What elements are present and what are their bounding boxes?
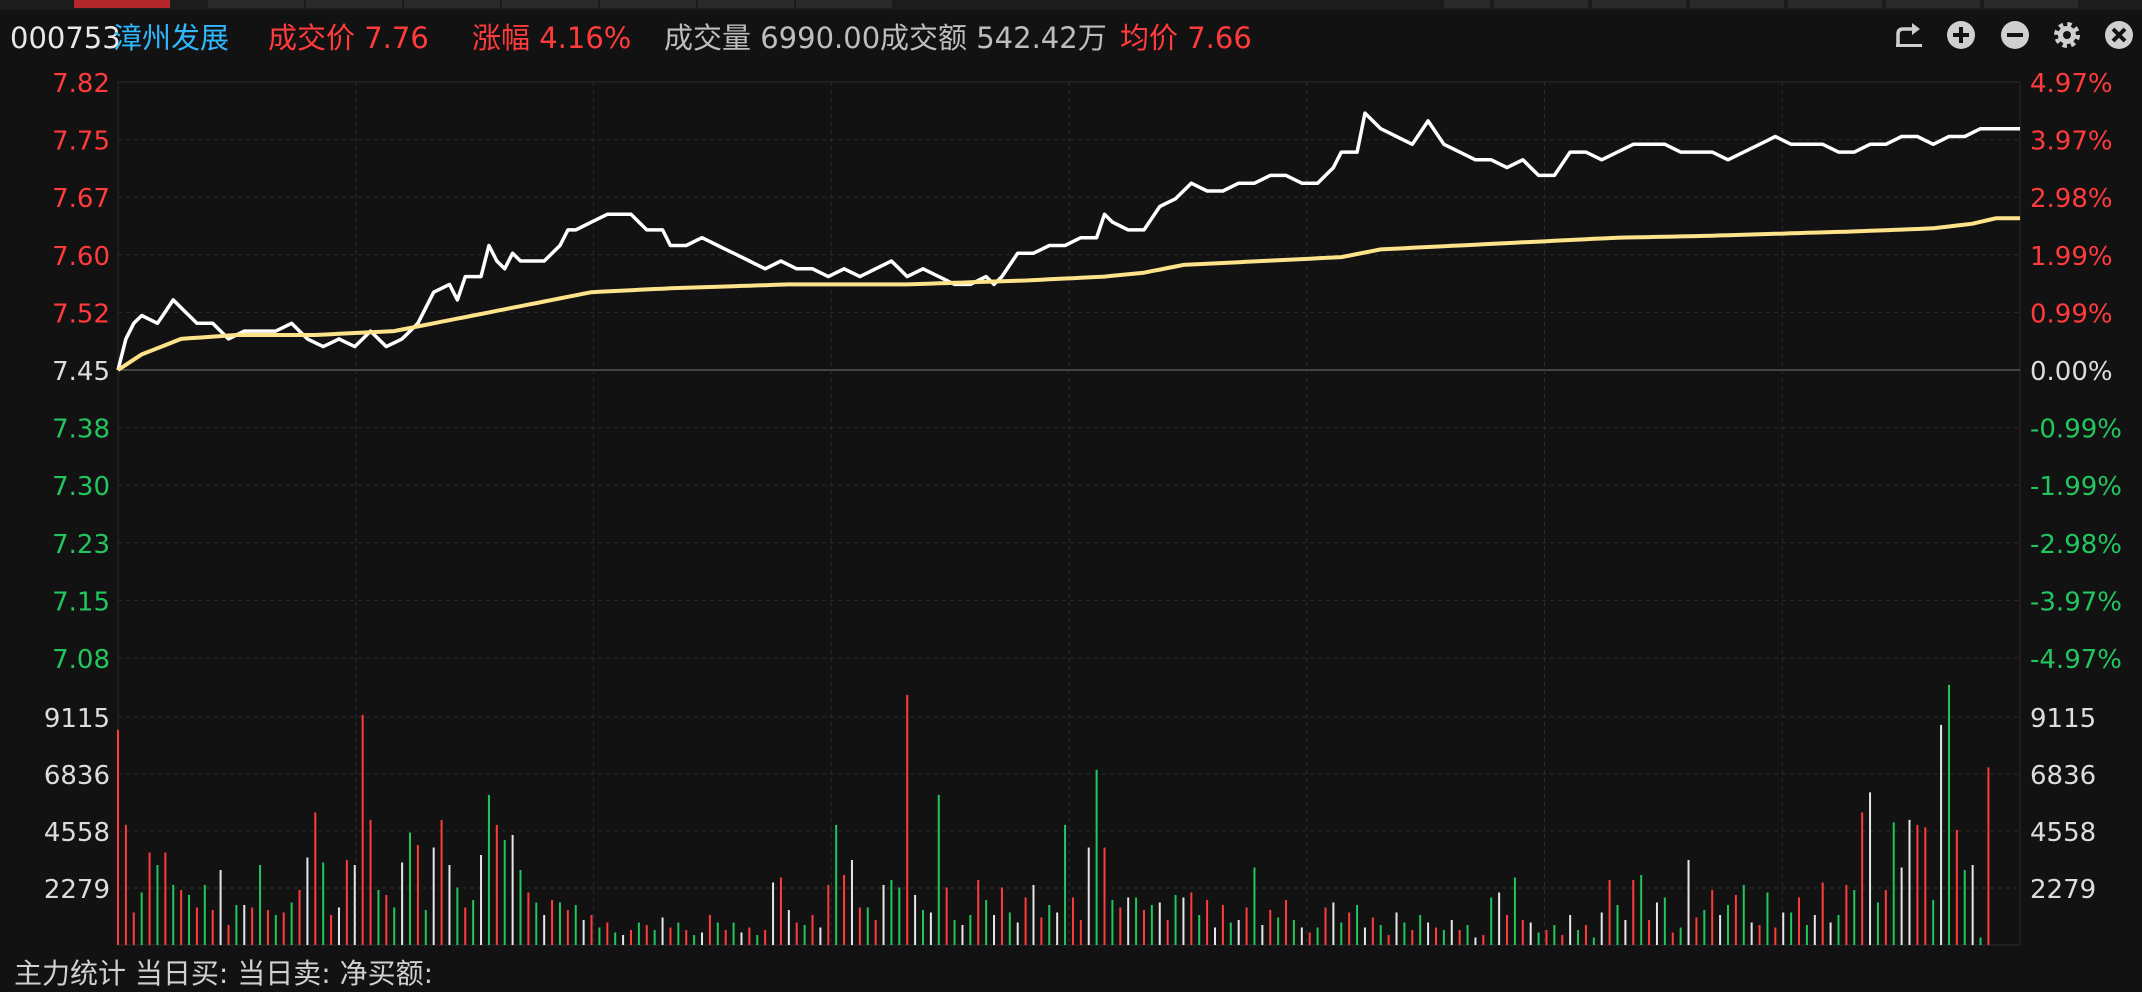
percent-axis-label: -2.98% (2030, 530, 2122, 560)
percent-axis-label: -0.99% (2030, 415, 2122, 445)
tab-active[interactable] (74, 0, 170, 8)
stock-code: 000753 (10, 21, 121, 55)
tab[interactable] (1494, 0, 1588, 8)
percent-axis-label: 0.99% (2030, 299, 2113, 329)
percent-axis-label: 0.00% (2030, 357, 2113, 387)
volume-axis-label-right: 9115 (2030, 704, 2096, 734)
volume-axis-label: 2279 (44, 875, 110, 905)
intraday-chart[interactable]: 7.82 4.97% 7.75 3.97% 7.67 2.98% 7.60 1.99% 7.52… (0, 0, 2142, 972)
price-line (116, 111, 2020, 371)
last-price: 成交价 7.76 (268, 21, 429, 55)
price-axis-label: 7.82 (52, 69, 110, 99)
percent-axis-label: -4.97% (2030, 645, 2122, 675)
tab[interactable] (1886, 0, 1980, 8)
stock-name[interactable]: 漳州发展 (113, 21, 230, 55)
percent-axis-label: 1.99% (2030, 242, 2113, 272)
price-axis-label: 7.23 (52, 530, 110, 560)
price-axis-label: 7.67 (52, 184, 110, 214)
tab[interactable] (208, 0, 304, 8)
tab[interactable] (600, 0, 696, 8)
share-icon[interactable] (1892, 18, 1926, 52)
average-price: 均价 7.66 (1120, 21, 1252, 55)
price-axis-label: 7.30 (52, 472, 110, 502)
quote-header: 000753 漳州发展 成交价 7.76 涨幅 4.16% 成交量 6990.0… (0, 14, 2142, 62)
volume-axis-label: 9115 (44, 704, 110, 734)
average-price-line (116, 216, 2020, 372)
percent-axis-label: -3.97% (2030, 587, 2122, 617)
price-axis-label: 7.15 (52, 587, 110, 617)
price-axis-label: 7.38 (52, 415, 110, 445)
price-axis-label: 7.52 (52, 299, 110, 329)
percent-axis-label: 4.97% (2030, 69, 2113, 99)
volume-axis-label-right: 4558 (2030, 818, 2096, 848)
tab[interactable] (796, 0, 892, 8)
top-tab-strip (0, 0, 2142, 10)
close-icon[interactable] (2102, 18, 2136, 52)
tab[interactable] (1444, 0, 1490, 8)
price-axis-label: 7.60 (52, 242, 110, 272)
tab[interactable] (502, 0, 598, 8)
zoom-in-icon[interactable] (1944, 18, 1978, 52)
percent-axis-label: 2.98% (2030, 184, 2113, 214)
gear-icon[interactable] (2050, 18, 2084, 52)
zoom-out-icon[interactable] (1998, 18, 2032, 52)
price-axis-label: 7.08 (52, 645, 110, 675)
tab[interactable] (306, 0, 402, 8)
percent-axis-label: -1.99% (2030, 472, 2122, 502)
tab[interactable] (1984, 0, 2078, 8)
volume-axis-label-right: 6836 (2030, 761, 2096, 791)
percent-axis-label: 3.97% (2030, 127, 2113, 157)
volume-axis-label: 4558 (44, 818, 110, 848)
main-force-stats: 主力统计 当日买: 当日卖: 净买额: (14, 957, 434, 990)
amount: 成交额 542.42万 (880, 21, 1107, 55)
tab[interactable] (1592, 0, 1686, 8)
volume-axis-label-right: 2279 (2030, 875, 2096, 905)
tab[interactable] (1788, 0, 1882, 8)
change-percent: 涨幅 4.16% (472, 21, 632, 55)
price-axis-label: 7.75 (52, 127, 110, 157)
tab[interactable] (698, 0, 794, 8)
price-axis-label: 7.45 (52, 357, 110, 387)
tab[interactable] (1690, 0, 1784, 8)
tab[interactable] (404, 0, 500, 8)
volume-axis-label: 6836 (44, 761, 110, 791)
volume: 成交量 6990.00 (664, 21, 881, 55)
